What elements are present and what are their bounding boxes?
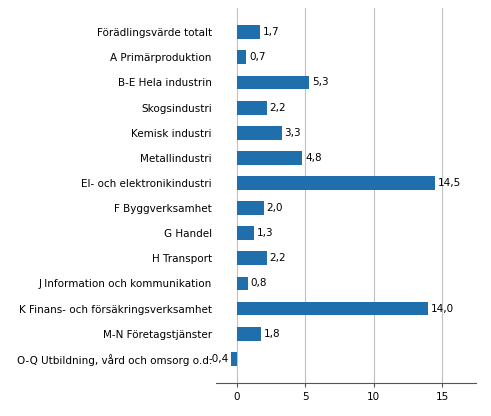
Text: 4,8: 4,8: [305, 153, 322, 163]
Text: 0,8: 0,8: [250, 278, 267, 288]
Bar: [237, 101, 267, 114]
Bar: [237, 176, 435, 190]
Bar: [237, 151, 302, 165]
Bar: [237, 25, 260, 39]
Text: 1,7: 1,7: [263, 27, 279, 37]
Bar: [237, 277, 247, 290]
Bar: [237, 126, 282, 140]
Bar: [231, 352, 237, 366]
Text: 1,3: 1,3: [257, 228, 274, 238]
Bar: [237, 76, 309, 89]
Bar: [237, 302, 428, 315]
Text: 3,3: 3,3: [284, 128, 301, 138]
Bar: [237, 327, 261, 341]
Text: -0,4: -0,4: [208, 354, 228, 364]
Bar: [237, 201, 264, 215]
Bar: [237, 226, 254, 240]
Text: 5,3: 5,3: [312, 77, 328, 87]
Text: 14,5: 14,5: [438, 178, 461, 188]
Text: 2,0: 2,0: [267, 203, 283, 213]
Text: 1,8: 1,8: [264, 329, 280, 339]
Text: 0,7: 0,7: [249, 52, 266, 62]
Text: 14,0: 14,0: [431, 304, 454, 314]
Text: 2,2: 2,2: [270, 103, 286, 113]
Bar: [237, 251, 267, 265]
Bar: [237, 50, 246, 64]
Text: 2,2: 2,2: [270, 253, 286, 263]
